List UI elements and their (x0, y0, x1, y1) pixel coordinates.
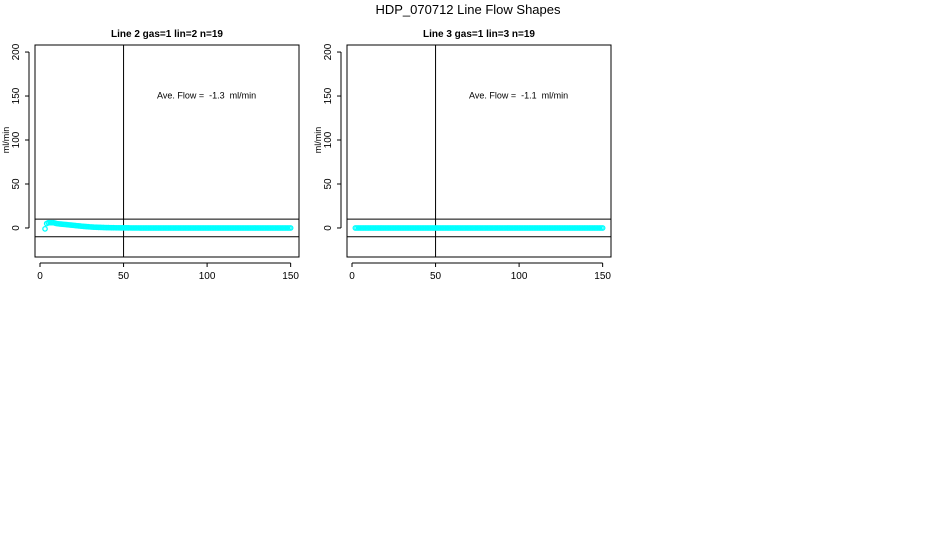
y-tick-label: 200 (11, 43, 22, 60)
average-flow-annotation: Ave. Flow = -1.1 ml/min (469, 91, 568, 101)
x-tick-label: 0 (37, 271, 43, 282)
y-tick-label: 50 (323, 178, 334, 190)
average-flow-annotation: Ave. Flow = -1.3 ml/min (157, 91, 256, 101)
y-tick-label: 100 (323, 131, 334, 148)
x-tick-label: 50 (430, 271, 442, 282)
data-point (42, 226, 48, 232)
y-tick-label: 150 (323, 87, 334, 104)
data-point (599, 225, 606, 231)
y-tick-label: 0 (323, 225, 334, 231)
y-axis-label: ml/min (313, 127, 323, 154)
data-series-1 (42, 219, 294, 232)
chart-panel-2: Line 3 gas=1 lin=3 n=19 0 50 100 150 200 ml/mi… (313, 29, 612, 282)
y-tick-label: 100 (11, 131, 22, 148)
data-series-1 (352, 225, 606, 231)
y-tick-label: 50 (11, 178, 22, 190)
page-title: HDP_070712 Line Flow Shapes (375, 2, 561, 17)
x-tick-label: 100 (511, 271, 528, 282)
chart-title: Line 2 gas=1 lin=2 n=19 (111, 29, 223, 40)
x-tick-label: 100 (199, 271, 216, 282)
x-tick-label: 150 (594, 271, 611, 282)
x-tick-label: 50 (118, 271, 130, 282)
y-tick-label: 0 (11, 225, 22, 231)
panels: Line 2 gas=1 lin=2 n=19 0 50 100 150 200 ml/mi… (1, 29, 612, 282)
chart-title: Line 3 gas=1 lin=3 n=19 (423, 29, 535, 40)
y-tick-label: 200 (323, 43, 334, 60)
data-point (287, 225, 294, 231)
x-tick-label: 150 (282, 271, 299, 282)
chart-panel-1: Line 2 gas=1 lin=2 n=19 0 50 100 150 200 ml/mi… (1, 29, 300, 282)
y-tick-label: 150 (11, 87, 22, 104)
plot-frame (346, 44, 612, 258)
plot-frame (34, 44, 300, 258)
x-tick-label: 0 (349, 271, 355, 282)
y-axis-label: ml/min (1, 127, 11, 154)
